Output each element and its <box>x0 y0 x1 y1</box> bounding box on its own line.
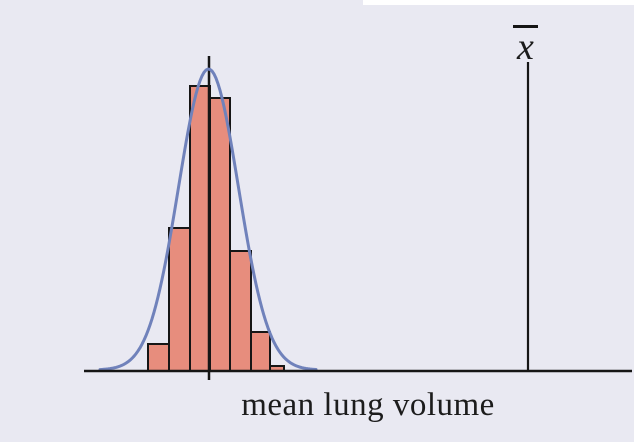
histogram-bar <box>168 227 191 372</box>
histogram-bar <box>229 250 252 372</box>
normal-curve <box>98 67 318 372</box>
histogram-bar <box>147 343 170 372</box>
xbar-label: x <box>513 25 538 70</box>
histogram-bar <box>250 331 271 372</box>
histogram-bars <box>147 85 285 372</box>
x-axis-label: mean lung volume <box>241 387 495 423</box>
xbar-letter: x <box>517 26 534 68</box>
xbar-overline: x <box>513 25 538 70</box>
top-right-white-strip <box>363 0 634 5</box>
histogram-bar <box>209 97 231 372</box>
histogram-bar <box>189 85 211 372</box>
